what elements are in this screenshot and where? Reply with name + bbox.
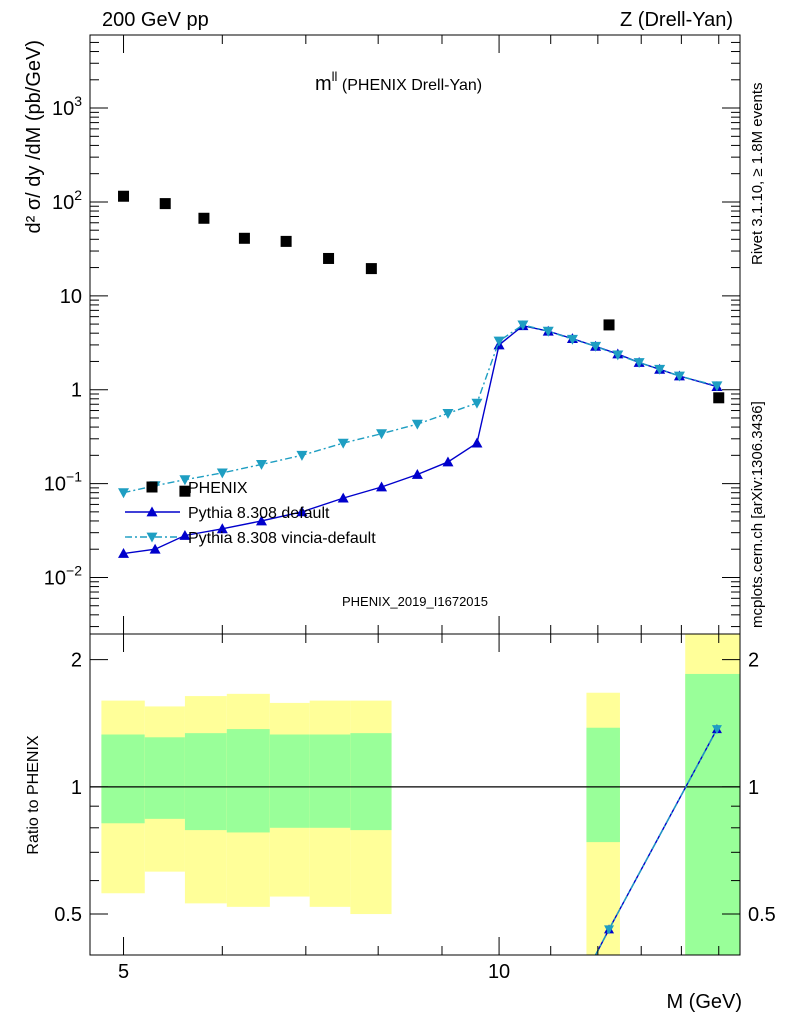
- ratio-y-tick-label: 2: [71, 650, 82, 672]
- data-point-1: [411, 468, 423, 479]
- watermark: PHENIX_2019_I1672015: [342, 594, 488, 609]
- legend-label: Pythia 8.308 vincia-default: [188, 530, 376, 547]
- legend-label: Pythia 8.308 default: [188, 505, 330, 522]
- ratio-y-tick-label-right: 0.5: [748, 904, 776, 926]
- x-tick-label: 5: [118, 961, 129, 983]
- ratio-point-1: [604, 925, 615, 935]
- uncertainty-band-green: [269, 734, 310, 828]
- data-point-2: [542, 326, 554, 337]
- legend-marker: [146, 532, 158, 543]
- data-point-2: [654, 364, 666, 375]
- data-point-2: [633, 358, 645, 368]
- header-right: Z (Drell-Yan): [620, 9, 733, 31]
- data-point-2: [118, 488, 130, 499]
- uncertainty-band-green: [226, 729, 270, 833]
- header-left: 200 GeV pp: [102, 9, 209, 31]
- ratio-y-tick-label-right: 1: [748, 777, 759, 799]
- data-point-0: [713, 392, 725, 404]
- data-point-0: [603, 319, 615, 331]
- plot-title: mll (PHENIX Drell-Yan): [315, 69, 482, 95]
- main-panel: 10−2 10−1 1 10 102 103 d² σ/ dy /dM (pb/GeV) ml…: [23, 34, 741, 635]
- data-point-2: [255, 460, 267, 470]
- data-point-1: [118, 548, 130, 558]
- data-point-2: [566, 334, 578, 345]
- rivet-label: Rivet 3.1.10, ≥ 1.8M events: [749, 83, 766, 266]
- y-tick-label: 102: [52, 187, 82, 214]
- x-tick-label: 10: [488, 961, 510, 983]
- data-point-1: [179, 529, 191, 540]
- data-point-2: [376, 429, 388, 440]
- data-point-0: [280, 235, 292, 247]
- ratio-point-1: [711, 725, 722, 735]
- legend-label: PHENIX: [188, 480, 248, 497]
- series-line-2: [123, 324, 718, 494]
- data-point-1: [296, 506, 308, 517]
- y-tick-label: 10−1: [44, 469, 82, 496]
- uncertainty-band-green: [101, 734, 145, 824]
- ratio-panel: 0.5 0.5 1 1 2 2 5 10 Ratio to PHENIX M (GeV): [25, 633, 776, 1013]
- data-point-1: [255, 515, 267, 526]
- y-tick-label: 10−2: [44, 562, 82, 589]
- ratio-y-tick-label-right: 2: [748, 650, 759, 672]
- data-point-1: [337, 492, 349, 503]
- legend-marker: [146, 506, 158, 517]
- legend-marker: [146, 481, 158, 493]
- data-point-2: [337, 438, 349, 449]
- data-point-2: [179, 475, 191, 486]
- data-point-1: [216, 523, 228, 534]
- data-point-2: [442, 408, 454, 419]
- y-axis-label: d² σ/ dy /dM (pb/GeV): [23, 40, 45, 234]
- mcplots-label: mcplots.cern.ch [arXiv:1306.3436]: [749, 401, 766, 628]
- data-point-0: [198, 212, 210, 224]
- uncertainty-band-green: [309, 734, 351, 828]
- data-point-2: [471, 398, 483, 409]
- data-point-1: [149, 543, 161, 554]
- uncertainty-band-green: [586, 727, 620, 843]
- data-point-2: [517, 320, 529, 331]
- data-point-0: [179, 485, 191, 497]
- x-axis-label: M (GeV): [666, 991, 742, 1013]
- data-point-2: [216, 468, 228, 479]
- ratio-y-tick-label: 0.5: [54, 904, 82, 926]
- y-tick-label: 10: [60, 286, 82, 308]
- uncertainty-band-green: [184, 733, 227, 831]
- ratio-line-1: [594, 728, 718, 955]
- data-point-2: [296, 450, 308, 461]
- data-point-2: [673, 371, 685, 382]
- data-point-2: [612, 350, 624, 361]
- data-point-0: [159, 198, 171, 210]
- y-tick-label: 1: [71, 380, 82, 402]
- data-point-0: [118, 190, 130, 202]
- data-point-0: [365, 263, 377, 275]
- data-point-2: [493, 336, 505, 347]
- data-point-0: [238, 232, 250, 244]
- uncertainty-band-green: [144, 737, 185, 819]
- uncertainty-band-green: [350, 733, 392, 831]
- ratio-y-axis-label: Ratio to PHENIX: [25, 735, 42, 854]
- data-point-0: [323, 252, 335, 264]
- data-point-1: [471, 437, 483, 448]
- data-point-2: [411, 419, 423, 430]
- data-point-1: [376, 481, 388, 492]
- data-point-1: [442, 456, 454, 467]
- data-point-2: [711, 381, 723, 392]
- ratio-frame: [89, 633, 741, 956]
- y-tick-label: 103: [52, 93, 82, 120]
- ratio-y-tick-label: 1: [71, 777, 82, 799]
- uncertainty-band-green: [685, 673, 740, 955]
- data-point-2: [590, 341, 602, 352]
